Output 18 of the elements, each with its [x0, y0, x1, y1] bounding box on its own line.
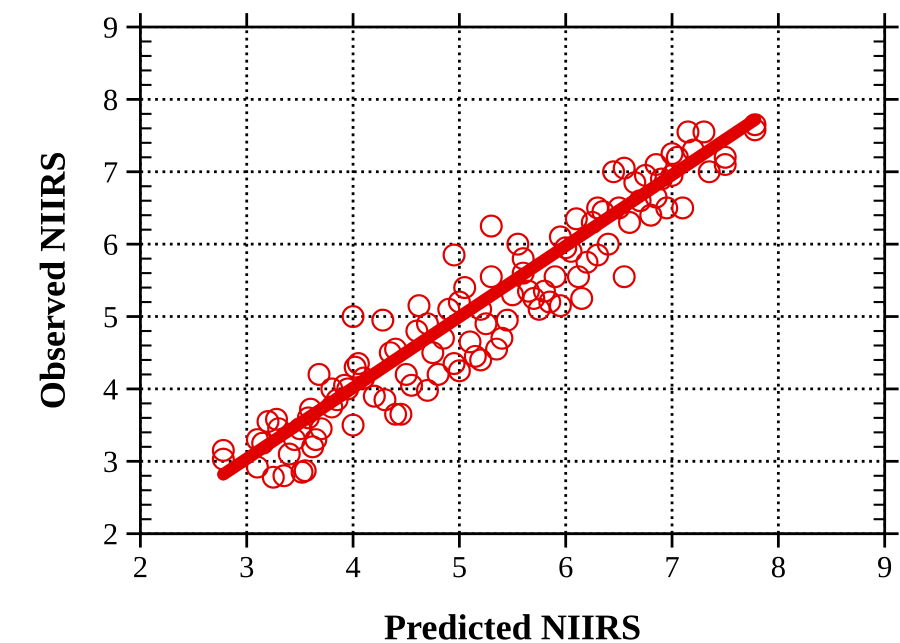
x-tick-label: 3	[240, 556, 254, 578]
x-tick-label: 6	[559, 556, 572, 578]
y-tick-label: 2	[104, 524, 116, 544]
x-tick-label: 4	[346, 557, 360, 578]
y-tick-label: 8	[104, 90, 118, 110]
y-tick-label: 4	[103, 379, 118, 400]
x-tick-label: 7	[666, 557, 679, 578]
y-tick-label: 7	[104, 162, 118, 182]
y-axis-title: Observed NIIRS	[40, 152, 66, 408]
y-tick-label: 3	[104, 452, 117, 472]
x-axis-title: Predicted NIIRS	[384, 614, 640, 640]
y-tick-label: 9	[104, 17, 117, 38]
y-tick-label: 5	[104, 307, 117, 328]
y-tick-label: 6	[104, 234, 118, 256]
x-tick-label: 8	[772, 556, 785, 578]
x-tick-label: 9	[878, 556, 892, 578]
x-tick-label: 2	[134, 556, 146, 578]
x-tick-label: 5	[454, 557, 466, 578]
